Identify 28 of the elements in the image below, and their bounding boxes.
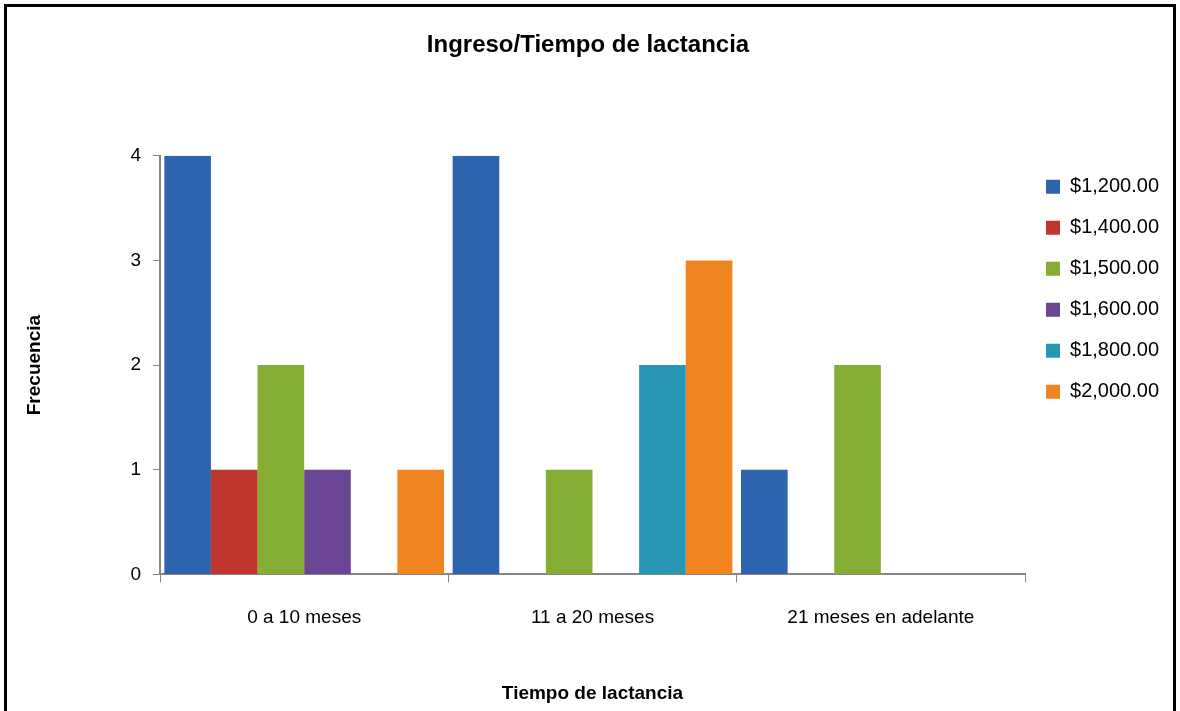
legend-label: $1,800.00 bbox=[1070, 338, 1160, 361]
y-tick-label: 2 bbox=[130, 353, 141, 375]
bar bbox=[210, 469, 258, 574]
bar bbox=[304, 469, 351, 574]
legend-label: $1,600.00 bbox=[1070, 297, 1160, 320]
bar bbox=[545, 469, 593, 574]
bar bbox=[685, 260, 733, 574]
x-tick-label: 11 a 20 meses bbox=[530, 606, 655, 628]
bar bbox=[257, 365, 305, 574]
legend-label: $1,500.00 bbox=[1070, 256, 1160, 279]
y-axis-title: Frecuencia bbox=[22, 314, 44, 416]
legend-label: $1,200.00 bbox=[1070, 174, 1160, 197]
bar bbox=[397, 469, 445, 574]
legend-label: $2,000.00 bbox=[1070, 379, 1160, 402]
y-tick-label: 1 bbox=[130, 457, 141, 479]
bar bbox=[164, 155, 211, 574]
bar bbox=[452, 155, 500, 574]
chart-title: Ingreso/Tiempo de lactancia bbox=[426, 30, 750, 58]
x-axis-title: Tiempo de lactancia bbox=[501, 681, 684, 703]
bar bbox=[834, 365, 881, 574]
legend-label: $1,400.00 bbox=[1070, 215, 1160, 238]
bar bbox=[741, 469, 788, 574]
x-tick-label: 21 meses en adelante bbox=[787, 606, 975, 628]
bar bbox=[639, 365, 686, 574]
y-tick-label: 4 bbox=[130, 144, 142, 166]
y-tick-label: 0 bbox=[130, 562, 141, 584]
x-tick-label: 0 a 10 meses bbox=[247, 606, 362, 628]
y-tick-label: 3 bbox=[130, 248, 141, 270]
